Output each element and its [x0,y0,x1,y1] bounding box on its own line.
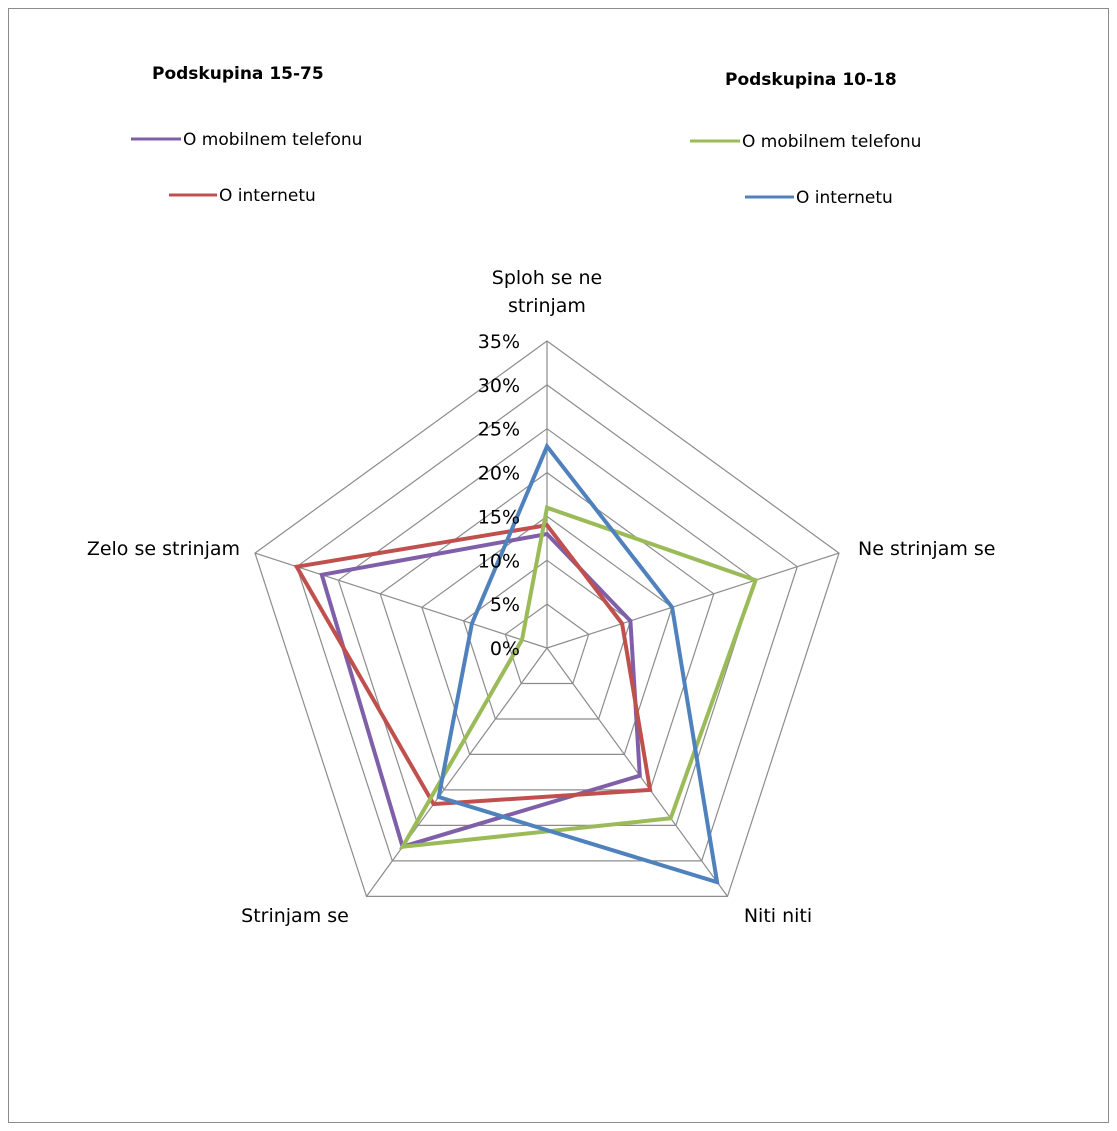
legend-label-internet-15-75: O internetu [219,186,316,206]
series-line-2 [398,505,759,850]
category-labels: Sploh se ne strinjam Ne strinjam se Niti ni… [87,267,996,927]
tick-label-1: 5% [490,594,520,616]
grid-ring-3 [421,515,673,756]
tick-label-6: 30% [478,375,520,397]
series-line-0 [319,531,642,850]
category-label-2: Niti niti [744,905,812,927]
category-label-1: Ne strinjam se [858,538,995,560]
category-label-0-line-0: Sploh se ne [492,267,602,289]
grid-spoke-1 [546,552,840,649]
grid-spoke-2 [546,647,728,897]
tick-label-2: 10% [478,550,520,572]
legend-title-right: Podskupina 10-18 [725,70,897,90]
series-line-3 [436,442,720,886]
grid-ring-6 [295,384,799,862]
radar-grid [254,340,840,898]
category-label-4: Zelo se strinjam [87,538,240,560]
tick-label-0: 0% [490,638,520,660]
tick-label-7: 35% [478,331,520,353]
tick-label-5: 25% [478,419,520,441]
tick-label-3: 15% [478,506,520,528]
grid-ring-1 [504,603,590,685]
category-label-0-line-1: strinjam [508,295,586,317]
series-line-1 [293,523,653,807]
legend-title-left: Podskupina 15-75 [152,64,324,84]
legend-label-mobile-15-75: O mobilnem telefonu [183,130,362,150]
grid-spoke-4 [254,552,548,649]
tick-label-4: 20% [478,463,520,485]
category-label-3: Strinjam se [241,905,349,927]
radar-series [293,442,759,886]
grid-ring-7 [254,340,840,898]
legend-label-mobile-10-18: O mobilnem telefonu [742,132,921,152]
grid-spoke-3 [366,647,548,897]
radial-tick-labels: 0% 5% 10% 15% 20% 25% 30% 35% [478,331,520,660]
legend-label-internet-10-18: O internetu [796,188,893,208]
grid-ring-4 [379,471,715,791]
